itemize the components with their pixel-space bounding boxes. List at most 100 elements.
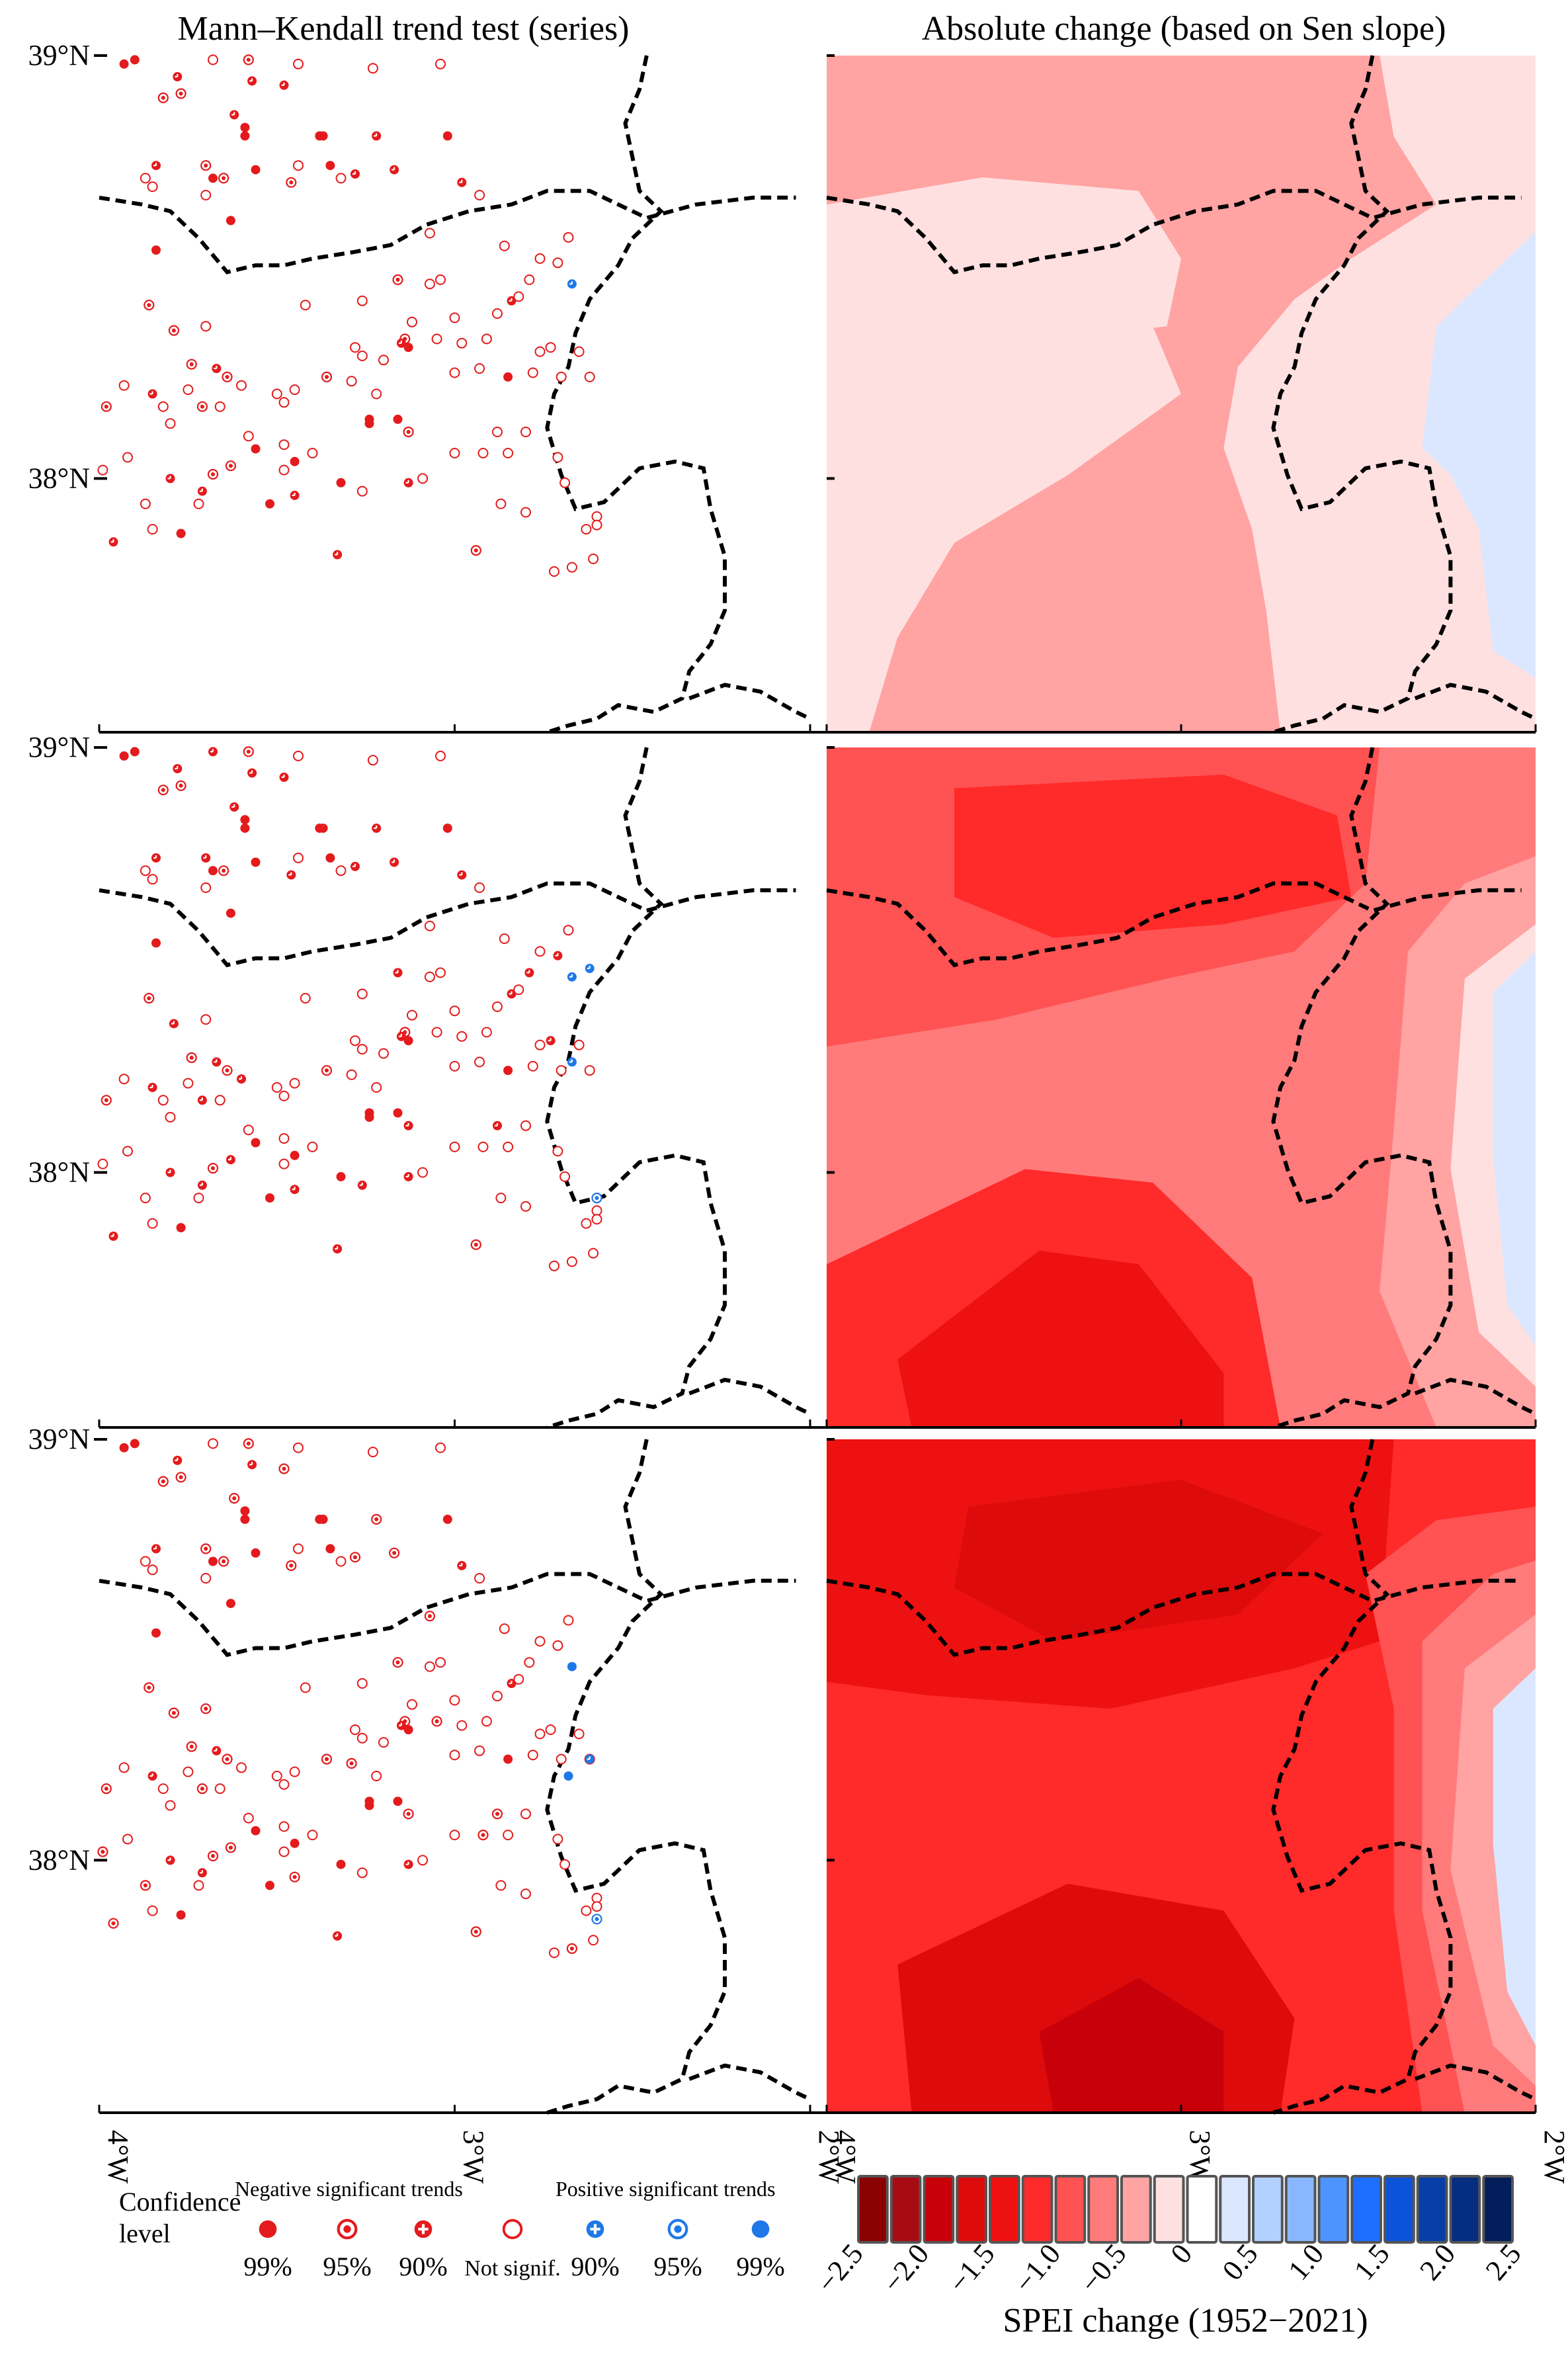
station-marker bbox=[247, 76, 257, 86]
station-marker bbox=[101, 1783, 112, 1795]
station-marker bbox=[388, 1547, 400, 1558]
station-marker bbox=[333, 1244, 343, 1254]
legend-marker-symbol bbox=[259, 2220, 277, 2238]
station-marker-dot bbox=[374, 1517, 379, 1521]
station-marker bbox=[315, 131, 325, 141]
station-marker bbox=[108, 1918, 119, 1929]
station-marker bbox=[222, 1065, 233, 1076]
legend-marker-symbol bbox=[414, 2220, 433, 2238]
station-marker bbox=[300, 300, 311, 311]
station-marker bbox=[349, 1552, 361, 1563]
station-marker bbox=[236, 380, 247, 391]
station-marker bbox=[356, 1044, 368, 1055]
legend-item-label: 90% bbox=[399, 2252, 447, 2281]
station-marker bbox=[563, 1771, 573, 1781]
station-marker-dot bbox=[246, 1441, 251, 1446]
station-marker-dot bbox=[171, 328, 176, 333]
station-marker bbox=[591, 1214, 602, 1225]
station-marker bbox=[396, 1031, 406, 1041]
station-marker bbox=[229, 802, 239, 812]
station-marker bbox=[495, 1880, 507, 1891]
station-marker bbox=[367, 755, 378, 766]
station-marker-dot bbox=[222, 1559, 226, 1564]
station-marker bbox=[364, 419, 374, 429]
station-marker bbox=[165, 474, 175, 484]
station-marker bbox=[503, 1754, 513, 1764]
colorbar-swatch bbox=[857, 2175, 889, 2244]
legend-item-label: 99% bbox=[736, 2252, 784, 2281]
station-marker bbox=[183, 384, 194, 396]
station-marker bbox=[546, 1036, 556, 1046]
station-marker bbox=[279, 80, 289, 90]
station-marker bbox=[335, 1556, 347, 1567]
station-marker bbox=[197, 1868, 207, 1878]
station-marker bbox=[293, 853, 304, 863]
station-marker bbox=[503, 1141, 514, 1152]
station-marker bbox=[122, 1146, 133, 1157]
station-marker bbox=[442, 131, 452, 141]
colorbar-swatch bbox=[989, 2175, 1020, 2244]
station-marker-dot bbox=[595, 1917, 599, 1922]
station-marker-dot bbox=[222, 868, 226, 873]
station-marker bbox=[449, 1695, 460, 1706]
station-marker bbox=[449, 367, 460, 378]
station-marker bbox=[200, 160, 212, 171]
station-marker bbox=[495, 1193, 507, 1204]
station-marker bbox=[240, 824, 250, 833]
station-marker-dot bbox=[282, 1466, 286, 1471]
colorbar-swatch bbox=[1284, 2175, 1317, 2244]
station-marker bbox=[208, 1438, 218, 1449]
change-panel-2 bbox=[826, 747, 1537, 1429]
station-marker-dot bbox=[211, 1166, 215, 1171]
change-panel-3 bbox=[826, 1439, 1537, 2115]
station-marker bbox=[336, 478, 346, 487]
station-marker bbox=[200, 190, 212, 200]
colorbar-swatch bbox=[1252, 2175, 1284, 2244]
station-marker bbox=[372, 131, 382, 141]
station-marker bbox=[367, 63, 378, 74]
station-marker bbox=[108, 1231, 118, 1241]
station-marker-dot bbox=[246, 58, 251, 62]
station-marker bbox=[396, 1720, 406, 1730]
station-marker bbox=[364, 1800, 374, 1810]
boundary-line-0 bbox=[826, 1572, 1522, 1658]
station-marker bbox=[520, 507, 531, 518]
lon-tick-label: 2°W bbox=[813, 2130, 845, 2184]
station-marker bbox=[481, 1027, 492, 1038]
station-marker bbox=[165, 1855, 175, 1865]
station-marker bbox=[403, 1036, 413, 1046]
station-marker bbox=[212, 364, 222, 374]
station-marker bbox=[293, 58, 304, 69]
station-marker bbox=[371, 1082, 382, 1093]
legend-marker-symbol bbox=[502, 2219, 523, 2240]
legend-marker-symbol-dot bbox=[343, 2225, 351, 2233]
station-marker bbox=[591, 519, 602, 530]
station-marker bbox=[588, 1248, 599, 1259]
boundary-line-2 bbox=[688, 683, 811, 721]
station-marker bbox=[474, 882, 485, 893]
station-marker bbox=[325, 1544, 335, 1554]
trend-panel-3 bbox=[97, 1438, 811, 2115]
station-marker bbox=[151, 938, 161, 948]
station-marker bbox=[157, 1476, 169, 1487]
station-marker bbox=[236, 1762, 247, 1773]
station-marker-dot bbox=[222, 176, 226, 181]
station-marker-dot bbox=[147, 996, 151, 1001]
lon-tick-label: 3°W bbox=[458, 2130, 490, 2184]
boundary-line-1 bbox=[545, 747, 727, 1429]
station-marker bbox=[503, 372, 513, 382]
station-marker bbox=[364, 1113, 374, 1122]
station-marker bbox=[147, 1771, 157, 1781]
station-marker-dot bbox=[353, 1555, 357, 1560]
station-marker bbox=[435, 274, 446, 285]
station-marker-dot bbox=[143, 1883, 147, 1888]
station-marker-dot bbox=[189, 1744, 194, 1749]
station-marker bbox=[346, 1758, 357, 1769]
heat-band-g bbox=[1493, 951, 1536, 1346]
station-marker-dot bbox=[246, 749, 251, 754]
station-marker bbox=[357, 1180, 367, 1190]
station-marker bbox=[559, 1171, 571, 1182]
station-marker bbox=[290, 456, 300, 466]
station-marker bbox=[286, 177, 297, 188]
